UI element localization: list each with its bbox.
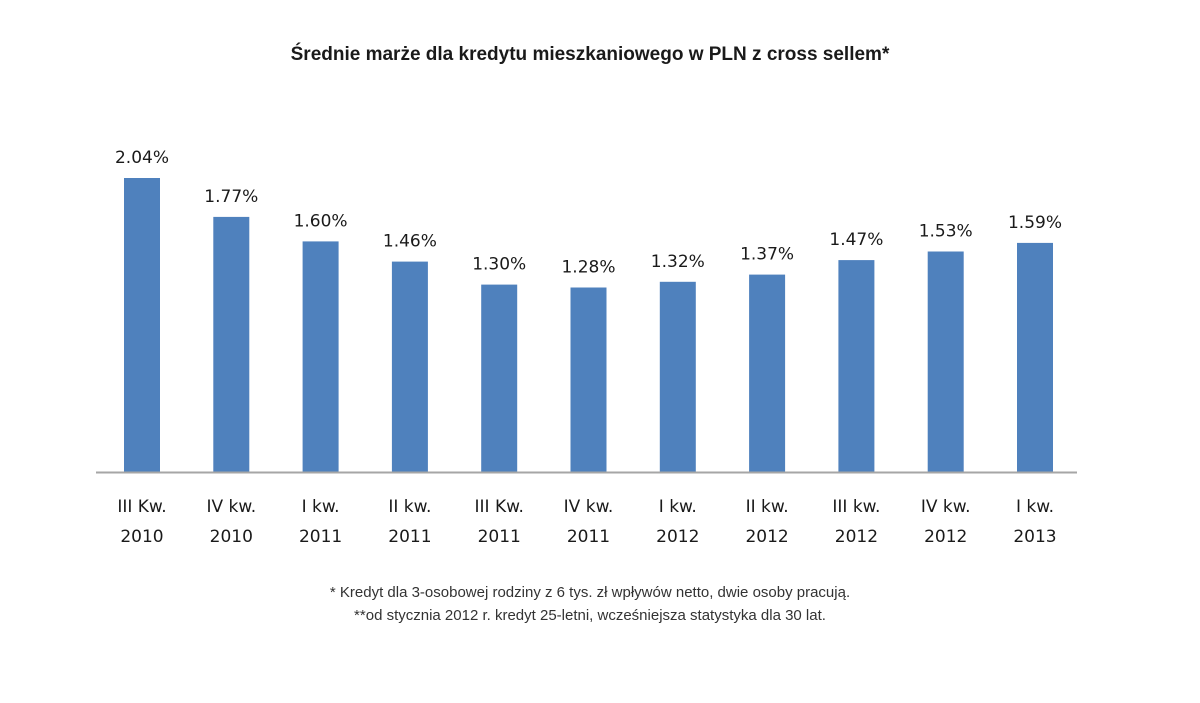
x-tick-label: 2012 [656, 527, 699, 547]
x-tick-label: I kw. [659, 497, 697, 517]
x-tick-label: III Kw. [475, 497, 524, 517]
x-tick-label: IV kw. [206, 497, 256, 517]
data-label: 1.60% [294, 211, 348, 231]
x-tick-label: I kw. [1016, 497, 1054, 517]
bar [481, 284, 518, 472]
bar [124, 178, 160, 472]
x-tick-label: 2010 [210, 527, 253, 547]
data-label: 1.46% [383, 232, 437, 252]
x-tick-label: 2011 [388, 527, 431, 547]
x-tick-label: III Kw. [117, 497, 166, 517]
bar [391, 261, 428, 472]
data-label: 2.04% [115, 148, 169, 168]
x-tick-label: 2012 [924, 527, 967, 547]
bar [749, 274, 786, 472]
bar [659, 281, 696, 472]
data-label: 1.53% [919, 222, 973, 242]
x-tick-label: II kw. [746, 497, 789, 517]
x-tick-label: I kw. [302, 497, 340, 517]
bar [213, 216, 250, 472]
bar [1017, 242, 1053, 472]
x-tick-label: IV kw. [921, 497, 971, 517]
data-label: 1.30% [472, 255, 526, 275]
x-tick-label: 2011 [567, 527, 610, 547]
bar [927, 251, 964, 472]
x-tick-label: 2011 [478, 527, 521, 547]
x-tick-label: 2010 [120, 527, 163, 547]
data-label: 1.37% [740, 245, 794, 265]
x-tick-label: 2013 [1013, 527, 1056, 547]
footnote-loan-term: **od stycznia 2012 r. kredyt 25-letni, w… [354, 607, 826, 624]
x-tick-label: 2012 [835, 527, 878, 547]
chart-title: Średnie marże dla kredytu mieszkaniowego… [290, 44, 890, 65]
x-tick-label: II kw. [388, 497, 431, 517]
bar [570, 287, 607, 472]
bar [302, 241, 339, 472]
data-label: 1.32% [651, 252, 705, 272]
x-tick-label: 2011 [299, 527, 342, 547]
data-label: 1.28% [561, 258, 615, 278]
footnote-household: * Kredyt dla 3-osobowej rodziny z 6 tys.… [329, 584, 851, 601]
data-label: 1.77% [204, 187, 258, 207]
data-label: 1.59% [1008, 213, 1062, 233]
bar [838, 260, 875, 472]
data-label: 1.47% [829, 230, 883, 250]
x-tick-label: III kw. [832, 497, 880, 517]
x-tick-label: IV kw. [564, 497, 614, 517]
x-tick-label: 2012 [745, 527, 788, 547]
